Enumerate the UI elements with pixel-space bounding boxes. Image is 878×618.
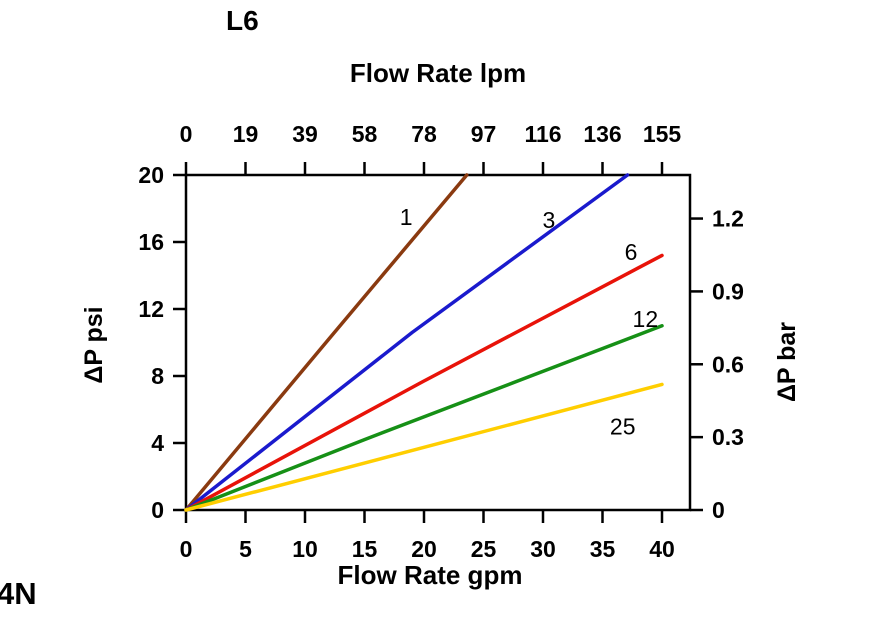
y-left-tick-label: 16 xyxy=(138,229,164,255)
x-bottom-tick-label: 10 xyxy=(292,536,318,562)
x-bottom-tick-label: 30 xyxy=(530,536,556,562)
corner-part-text: 4N xyxy=(0,576,37,611)
x-top-tick-label: 19 xyxy=(233,121,259,147)
x-bottom-tick-label: 5 xyxy=(239,536,252,562)
series-label-25: 25 xyxy=(610,413,636,439)
y-left-tick-label: 12 xyxy=(138,296,164,322)
y-axis-left-label: ΔP psi xyxy=(80,306,108,384)
y-right-tick-label: 0.6 xyxy=(712,351,744,377)
y-left-tick-label: 4 xyxy=(151,430,164,456)
y-axis-right-label: ΔP bar xyxy=(773,321,801,403)
x-bottom-tick-label: 35 xyxy=(590,536,616,562)
x-top-tick-label: 155 xyxy=(643,121,682,147)
series-line-3 xyxy=(184,173,630,512)
x-bottom-tick-label: 0 xyxy=(180,536,193,562)
x-axis-bottom-label: Flow Rate gpm xyxy=(337,560,523,590)
x-top-tick-label: 116 xyxy=(524,121,561,147)
y-right-tick-label: 0.9 xyxy=(712,278,744,304)
series-label-3: 3 xyxy=(543,207,556,233)
series-line-12 xyxy=(184,324,664,512)
x-bottom-tick-label: 20 xyxy=(411,536,437,562)
y-left-tick-label: 8 xyxy=(151,363,164,389)
x-top-tick-label: 58 xyxy=(352,121,378,147)
series-line-25 xyxy=(184,382,664,512)
series-line-1 xyxy=(184,173,469,512)
y-right-tick-label: 0 xyxy=(712,497,725,523)
x-axis-top-label: Flow Rate lpm xyxy=(349,58,527,88)
x-bottom-tick-label: 15 xyxy=(352,536,378,562)
x-bottom-tick-label: 25 xyxy=(471,536,497,562)
plot-frame xyxy=(184,173,692,512)
x-top-tick-label: 97 xyxy=(471,121,497,147)
x-top-tick-label: 39 xyxy=(292,121,318,147)
series-label-6: 6 xyxy=(625,239,638,265)
y-right-tick-label: 0.3 xyxy=(712,424,744,450)
x-top-tick-label: 136 xyxy=(583,121,621,147)
x-top-tick-label: 78 xyxy=(411,121,437,147)
x-top-tick-label: 0 xyxy=(180,121,193,147)
x-bottom-tick-label: 40 xyxy=(649,536,675,562)
series-label-1: 1 xyxy=(400,204,413,230)
chart-title: L6 xyxy=(226,5,259,36)
y-left-tick-label: 20 xyxy=(138,162,164,188)
y-left-tick-label: 0 xyxy=(151,497,164,523)
y-right-tick-label: 1.2 xyxy=(712,206,744,232)
series-label-12: 12 xyxy=(633,306,659,332)
series-line-6 xyxy=(184,253,664,512)
